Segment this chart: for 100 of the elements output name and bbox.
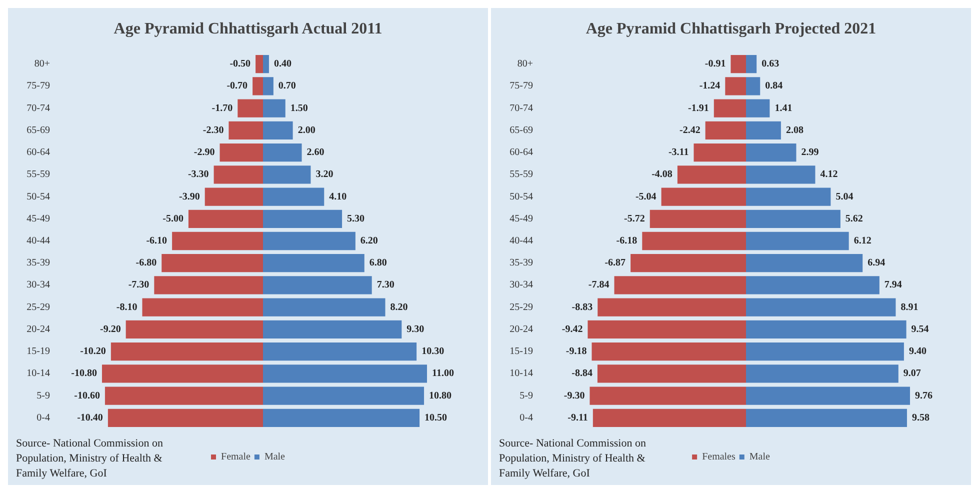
data-label: 6.20 xyxy=(360,236,378,246)
y-tick-label: 30-34 xyxy=(26,280,50,291)
bar xyxy=(263,232,356,250)
bar xyxy=(263,54,269,74)
data-label: -4.08 xyxy=(652,169,672,180)
data-label: 7.30 xyxy=(376,280,394,291)
bar xyxy=(154,276,263,294)
data-label: -9.30 xyxy=(564,390,585,402)
bar xyxy=(746,210,840,228)
y-tick-label: 35-39 xyxy=(510,258,533,269)
bar xyxy=(238,99,263,118)
y-tick-label: 20-24 xyxy=(26,324,50,335)
bar xyxy=(263,121,293,140)
y-tick-label: 15-19 xyxy=(26,346,50,358)
data-label: -8.10 xyxy=(116,302,138,313)
data-label: -3.30 xyxy=(188,169,209,180)
data-label: 11.00 xyxy=(432,368,454,380)
data-label: -5.72 xyxy=(624,213,645,224)
bar xyxy=(597,364,746,383)
y-tick-label: 40-44 xyxy=(26,236,50,246)
y-tick-label: 10-14 xyxy=(26,368,50,380)
data-label: 3.20 xyxy=(316,169,334,180)
data-label: -2.42 xyxy=(679,124,700,136)
data-label: 5.04 xyxy=(836,191,854,202)
bar xyxy=(108,408,263,428)
bar xyxy=(263,77,274,96)
bar xyxy=(110,342,263,361)
data-label: -9.11 xyxy=(568,412,588,424)
data-label: -0.70 xyxy=(226,80,248,92)
bar xyxy=(162,254,263,272)
data-label: 4.12 xyxy=(820,169,838,180)
bar xyxy=(746,320,906,339)
bar xyxy=(746,408,907,428)
bar xyxy=(642,232,746,250)
data-label: 9.07 xyxy=(903,368,921,380)
data-label: -6.80 xyxy=(136,258,157,269)
bar xyxy=(263,99,286,118)
bar xyxy=(592,408,746,428)
data-label: -6.10 xyxy=(146,236,168,246)
bar xyxy=(104,386,263,405)
y-tick-label: 60-64 xyxy=(26,147,50,158)
bar xyxy=(263,298,386,316)
data-label: 6.12 xyxy=(854,236,872,246)
source-note: Source- National Commission on Population, Ministry of Health & Family Welfare, GoI xyxy=(499,438,649,480)
data-label: 8.20 xyxy=(390,302,408,313)
data-label: 9.30 xyxy=(406,324,424,335)
bar xyxy=(263,166,311,184)
bar xyxy=(592,342,746,361)
data-label: 9.40 xyxy=(908,346,926,358)
data-label: -10.80 xyxy=(71,368,97,380)
data-label: -3.90 xyxy=(179,191,200,202)
data-label: -10.60 xyxy=(74,390,100,402)
source-note: Source- National Commission on Population, Ministry of Health & Family Welfare, GoI xyxy=(16,438,166,480)
data-label: -2.90 xyxy=(194,147,215,158)
data-label: -7.30 xyxy=(128,280,150,291)
bar xyxy=(746,254,863,272)
bar xyxy=(746,166,816,184)
y-tick-label: 20-24 xyxy=(510,324,533,335)
bar xyxy=(661,188,746,206)
data-label: -10.40 xyxy=(77,412,103,424)
data-label: 6.94 xyxy=(868,258,886,269)
bar xyxy=(263,188,324,206)
bar xyxy=(263,210,342,228)
data-label: 0.63 xyxy=(762,58,780,70)
data-label: -1.70 xyxy=(212,102,233,114)
data-label: 5.30 xyxy=(347,213,365,224)
y-tick-label: 80+ xyxy=(34,58,50,70)
bar xyxy=(256,54,263,74)
legend-label: Male xyxy=(749,452,770,462)
bar xyxy=(126,320,263,339)
y-tick-label: 65-69 xyxy=(510,124,533,136)
bar xyxy=(705,121,746,140)
bar xyxy=(746,232,849,250)
y-tick-label: 80+ xyxy=(517,58,534,70)
data-label: -9.20 xyxy=(100,324,121,335)
bar xyxy=(263,143,302,162)
y-tick-label: 0-4 xyxy=(36,412,50,424)
bar xyxy=(714,99,746,118)
bar xyxy=(650,210,746,228)
y-tick-label: 0-4 xyxy=(520,412,533,424)
y-tick-label: 50-54 xyxy=(510,191,533,202)
data-label: -3.11 xyxy=(668,147,689,158)
data-label: 10.80 xyxy=(429,390,452,402)
y-tick-label: 60-64 xyxy=(510,147,533,158)
legend-label: Female xyxy=(221,452,252,462)
legend-label: Male xyxy=(264,452,286,462)
y-tick-label: 55-59 xyxy=(510,169,533,180)
data-label: 1.50 xyxy=(290,102,308,114)
bar xyxy=(263,342,417,361)
bar xyxy=(730,54,746,74)
data-label: -5.00 xyxy=(162,213,184,224)
data-label: 10.30 xyxy=(422,346,444,358)
data-label: 8.91 xyxy=(900,302,918,313)
bar xyxy=(677,166,746,184)
bar xyxy=(746,298,896,316)
data-label: 7.94 xyxy=(884,280,902,291)
data-label: -2.30 xyxy=(202,124,224,136)
data-label: 2.99 xyxy=(801,147,819,158)
chart-title: Age Pyramid Chhattisgarh Projected 2021 xyxy=(586,20,876,38)
data-label: -0.50 xyxy=(230,58,251,70)
